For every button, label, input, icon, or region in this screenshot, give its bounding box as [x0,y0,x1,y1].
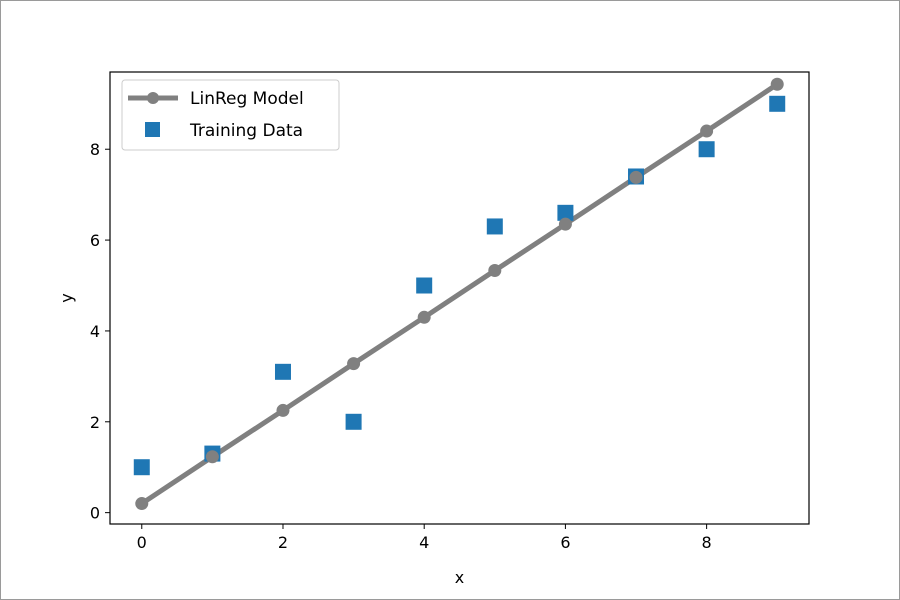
linreg-model-line [140,82,779,506]
linreg-model-point [629,170,643,184]
y-tick-label: 6 [90,231,100,250]
linreg-model-point [700,124,714,138]
x-axis-label: x [455,568,464,587]
legend-square-swatch [145,122,160,137]
y-tick-label: 0 [90,504,100,523]
x-tick-label: 4 [419,533,429,552]
linreg-model-point [417,310,431,324]
training-data-point [769,95,786,112]
y-tick-label: 4 [90,322,100,341]
linreg-model-point [347,357,361,371]
legend: LinReg Model Training Data [121,79,340,151]
linreg-model-point [205,450,219,464]
training-data-point [133,459,150,476]
series-layer [133,77,786,511]
linreg-model-point [488,264,502,278]
legend-label-linreg: LinReg Model [190,89,304,109]
plot-frame [109,71,810,525]
x-tick-label: 6 [560,533,570,552]
y-tick-label: 8 [90,140,100,159]
x-tick-label: 0 [137,533,147,552]
x-tick-label: 8 [702,533,712,552]
legend-marker-swatch [147,92,159,104]
legend-label-training: Training Data [189,121,303,141]
linreg-model-point [770,77,784,91]
x-tick-label: 2 [278,533,288,552]
training-data-point [274,363,291,380]
training-data-point [416,277,433,294]
training-data-point [486,218,503,235]
tick-layer: 0 2 4 6 8 0 2 4 6 8 [90,140,712,552]
training-data-point [698,141,715,158]
training-data-point [557,204,574,221]
linreg-model-point [558,217,572,231]
training-data-point [345,413,362,430]
y-tick-label: 2 [90,413,100,432]
y-axis-label: y [57,293,76,302]
linreg-model-point [276,403,290,417]
linreg-model-point [135,497,149,511]
